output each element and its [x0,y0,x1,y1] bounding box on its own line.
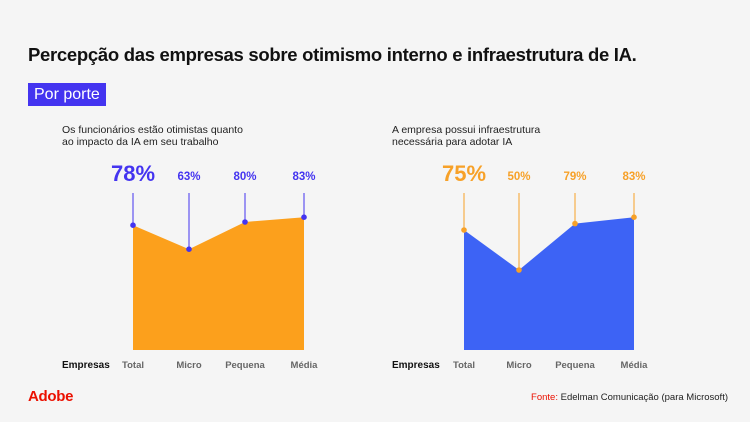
x-tick-label: Pequena [225,360,265,371]
data-label: 75% [442,161,486,186]
chart-title-line: ao impacto da IA em seu trabalho [62,136,219,148]
data-point [130,222,136,228]
x-tick-label: Média [291,360,319,371]
data-label: 80% [233,171,256,183]
adobe-logo: Adobe [28,388,74,405]
data-label: 83% [292,171,315,183]
area-fill [133,217,304,350]
data-point [301,214,307,220]
source-label: Fonte: [531,392,558,403]
chart-title-line: necessária para adotar IA [392,136,512,148]
segment-tag: Por porte [28,83,106,106]
data-point [186,246,192,252]
x-axis-label: Empresas [62,360,110,371]
data-point [461,227,467,233]
data-point [516,267,522,273]
x-tick-label: Micro [506,360,532,371]
x-tick-label: Total [122,360,144,371]
data-label: 50% [507,171,530,183]
area-fill [464,217,634,350]
data-label: 79% [563,171,586,183]
data-label: 63% [177,171,200,183]
data-label: 78% [111,161,155,186]
chart-title-line: Os funcionários estão otimistas quanto [62,124,243,136]
x-tick-label: Total [453,360,475,371]
chart-title-line: A empresa possui infraestrutura [392,124,540,136]
x-tick-label: Média [621,360,649,371]
data-point [242,219,248,225]
data-point [572,220,578,227]
x-axis-label: Empresas [392,360,440,371]
data-label: 83% [622,171,645,183]
data-point [631,214,637,220]
x-tick-label: Pequena [555,360,595,371]
source-note: Fonte: Edelman Comunicação (para Microso… [531,392,728,403]
source-text: Edelman Comunicação (para Microsoft) [560,392,728,403]
x-tick-label: Micro [176,360,202,371]
page-title: Percepção das empresas sobre otimismo in… [28,44,637,65]
